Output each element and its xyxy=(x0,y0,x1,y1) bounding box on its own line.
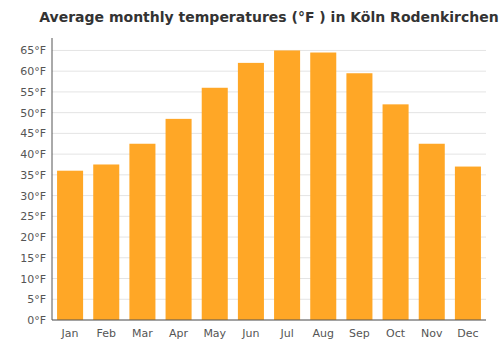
chart: Average monthly temperatures (°F ) in Kö… xyxy=(0,0,500,350)
y-tick-label: 20°F xyxy=(20,231,46,244)
y-tick-label: 50°F xyxy=(20,107,46,120)
grid-line xyxy=(52,50,486,51)
bar xyxy=(310,53,336,320)
bar xyxy=(129,144,155,320)
y-tick-label: 35°F xyxy=(20,169,46,182)
grid-line xyxy=(52,112,486,113)
x-tick-label: Apr xyxy=(169,327,189,340)
y-tick-label: 15°F xyxy=(20,252,46,265)
x-tick-label: Mar xyxy=(132,327,153,340)
y-tick-label: 65°F xyxy=(20,44,46,57)
y-tick-label: 55°F xyxy=(20,86,46,99)
y-tick-label: 60°F xyxy=(20,65,46,78)
x-tick-label: Jan xyxy=(61,327,79,340)
bar xyxy=(383,104,409,320)
bar xyxy=(419,144,445,320)
x-tick-label: Feb xyxy=(97,327,116,340)
x-axis: Jan Feb Mar Apr May Jun Jul Aug Sep Oct Nov Dec xyxy=(61,327,479,340)
y-tick-label: 30°F xyxy=(20,190,46,203)
bar xyxy=(166,119,192,320)
bar xyxy=(202,88,228,320)
x-tick-label: Dec xyxy=(457,327,478,340)
grid-line xyxy=(52,71,486,72)
bar xyxy=(57,171,83,320)
x-tick-label: Nov xyxy=(421,327,443,340)
y-tick-label: 25°F xyxy=(20,210,46,223)
x-axis-line xyxy=(52,320,486,321)
y-tick-label: 40°F xyxy=(20,148,46,161)
grid xyxy=(52,50,486,320)
bars xyxy=(57,50,481,320)
y-tick-label: 10°F xyxy=(20,273,46,286)
x-tick-label: Sep xyxy=(349,327,370,340)
y-tick-label: 5°F xyxy=(27,293,46,306)
bar xyxy=(274,50,300,320)
grid-line xyxy=(52,91,486,92)
y-axis: 0°F 5°F 10°F 15°F 20°F 25°F 30°F 35°F 40°F 45°F 50… xyxy=(20,44,46,327)
x-tick-label: Oct xyxy=(386,327,406,340)
x-tick-label: May xyxy=(203,327,226,340)
grid-line xyxy=(52,320,486,321)
y-axis-line xyxy=(52,38,53,320)
bar xyxy=(93,164,119,320)
x-tick-label: Aug xyxy=(313,327,334,340)
bar xyxy=(455,167,481,320)
y-tick-label: 45°F xyxy=(20,127,46,140)
x-tick-label: Jul xyxy=(279,327,293,340)
bar xyxy=(346,73,372,320)
bar xyxy=(238,63,264,320)
x-tick-label: Jun xyxy=(241,327,259,340)
grid-line xyxy=(52,133,486,134)
title: Average monthly temperatures (°F ) in Kö… xyxy=(39,9,498,25)
y-tick-label: 0°F xyxy=(27,314,46,327)
